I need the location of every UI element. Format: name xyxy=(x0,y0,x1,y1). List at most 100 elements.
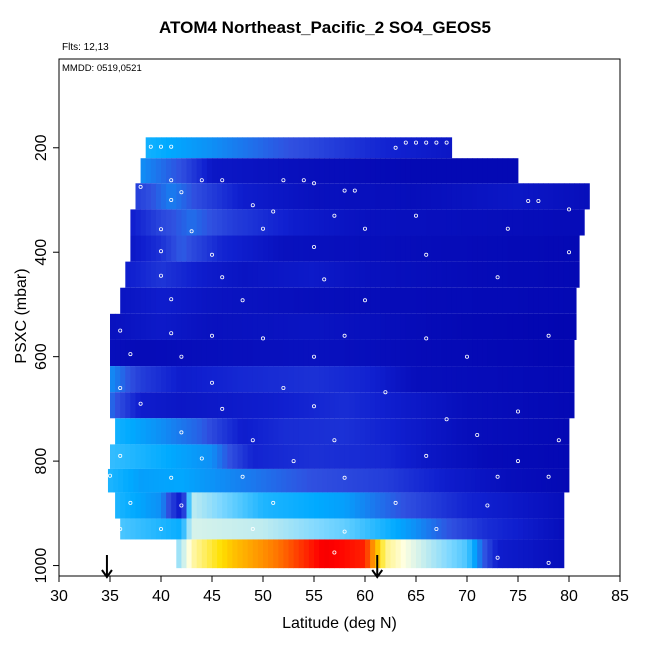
heatmap-cell xyxy=(538,261,544,288)
heatmap-cell xyxy=(186,183,192,210)
heatmap-cell xyxy=(354,366,361,393)
heatmap-cell xyxy=(500,468,507,493)
heatmap-cell xyxy=(528,539,534,569)
heatmap-cell xyxy=(416,539,422,569)
heatmap-cell xyxy=(497,366,504,393)
heatmap-cell xyxy=(232,418,238,445)
x-tick-label: 70 xyxy=(458,588,476,605)
heatmap-cell xyxy=(130,392,136,419)
heatmap-cell xyxy=(344,313,351,340)
heatmap-cell xyxy=(242,313,249,340)
heatmap-cell xyxy=(298,518,305,540)
heatmap-cell xyxy=(477,418,483,445)
heatmap-cell xyxy=(283,418,289,445)
heatmap-cell xyxy=(548,235,555,262)
heatmap-cell xyxy=(212,418,218,445)
heatmap-cell xyxy=(314,418,320,445)
heatmap-cell xyxy=(324,183,330,210)
heatmap-cell xyxy=(365,235,371,262)
heatmap-cell xyxy=(390,339,396,367)
heatmap-cell xyxy=(518,366,524,393)
heatmap-cell xyxy=(125,261,131,288)
heatmap-cell xyxy=(512,492,519,519)
heatmap-cell xyxy=(286,468,292,493)
heatmap-cell xyxy=(329,209,335,236)
heatmap-cell xyxy=(507,444,514,469)
heatmap-cell xyxy=(416,235,422,262)
heatmap-cell xyxy=(518,518,524,540)
heatmap-cell xyxy=(349,392,356,419)
heatmap-cell xyxy=(130,313,136,340)
heatmap-cell xyxy=(283,137,289,159)
heatmap-cell xyxy=(512,209,519,236)
sample-point xyxy=(434,140,439,145)
heatmap-cell xyxy=(451,209,458,236)
heatmap-cell xyxy=(436,339,442,367)
heatmap-cell xyxy=(370,392,376,419)
heatmap-cell xyxy=(283,444,289,469)
heatmap-cell xyxy=(492,235,498,262)
heatmap-cell xyxy=(548,392,555,419)
heatmap-cell xyxy=(115,313,121,340)
heatmap-cell xyxy=(140,518,147,540)
heatmap-cell xyxy=(543,518,549,540)
heatmap-cell xyxy=(273,392,279,419)
heatmap-cell xyxy=(354,183,361,210)
heatmap-cell xyxy=(446,261,453,288)
heatmap-cell xyxy=(446,287,453,314)
heatmap-cell xyxy=(339,444,345,469)
heatmap-cell xyxy=(161,418,167,445)
heatmap-cell xyxy=(298,287,305,314)
heatmap-cell xyxy=(237,418,243,445)
heatmap-cell xyxy=(303,539,310,569)
sample-point xyxy=(311,404,316,409)
heatmap-cell xyxy=(130,418,136,445)
heatmap-cell xyxy=(574,313,577,340)
heatmap-cell xyxy=(365,518,371,540)
heatmap-cell xyxy=(283,392,289,419)
heatmap-cell xyxy=(232,339,238,367)
heatmap-cell xyxy=(467,418,473,445)
heatmap-cell xyxy=(171,158,177,184)
heatmap-cell xyxy=(232,539,238,569)
heatmap-cell xyxy=(169,468,175,493)
heatmap-cell xyxy=(390,444,396,469)
heatmap-cell xyxy=(354,418,361,445)
heatmap-cell xyxy=(339,209,345,236)
heatmap-cell xyxy=(349,287,356,314)
heatmap-cell xyxy=(247,418,254,445)
sample-point xyxy=(495,474,500,479)
heatmap-cell xyxy=(298,209,305,236)
heatmap-cell xyxy=(252,492,259,519)
heatmap-cell xyxy=(431,235,437,262)
x-tick-label: 80 xyxy=(560,588,578,605)
heatmap-cell xyxy=(400,366,407,393)
heatmap-cell xyxy=(171,261,177,288)
heatmap-cell xyxy=(385,418,391,445)
heatmap-cell xyxy=(247,158,254,184)
heatmap-cell xyxy=(329,418,335,445)
heatmap-cell xyxy=(472,235,478,262)
sample-point xyxy=(220,275,225,280)
x-tick-label: 45 xyxy=(203,588,221,605)
heatmap-cell xyxy=(482,539,488,569)
heatmap-cell xyxy=(424,468,430,493)
heatmap-cell xyxy=(507,418,514,445)
heatmap-cell xyxy=(344,261,351,288)
heatmap-cell xyxy=(523,492,529,519)
heatmap-cell xyxy=(217,339,223,367)
heatmap-cell xyxy=(569,392,575,419)
heatmap-cell xyxy=(115,418,121,445)
heatmap-cell xyxy=(528,444,534,469)
heatmap-cell xyxy=(329,313,335,340)
heatmap-cell xyxy=(273,261,279,288)
heatmap-cell xyxy=(196,518,203,540)
sample-point xyxy=(485,503,490,508)
heatmap-cell xyxy=(145,418,152,445)
heatmap-cell xyxy=(533,209,539,236)
heatmap-cell xyxy=(421,209,427,236)
sample-point xyxy=(567,250,572,255)
heatmap-cell xyxy=(497,183,504,210)
heatmap-cell xyxy=(461,444,468,469)
